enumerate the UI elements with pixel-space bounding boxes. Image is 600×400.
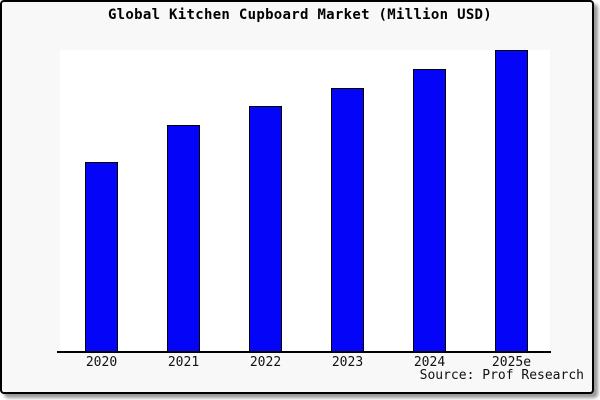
x-tick-label-2020: 2020: [85, 355, 118, 370]
chart-title: Global Kitchen Cupboard Market (Million …: [107, 7, 493, 23]
x-tick-label-2024: 2024: [413, 355, 446, 370]
x-axis-labels: 2020 2021 2022 2023 2024 2025e: [0, 355, 600, 371]
bar-2024: [413, 69, 446, 352]
bar-2025e: [495, 50, 528, 352]
x-tick-label-2021: 2021: [167, 355, 200, 370]
bar-2021: [167, 125, 200, 352]
x-axis-line: [57, 351, 551, 353]
bar-2023: [331, 88, 364, 352]
x-tick-label-2023: 2023: [331, 355, 364, 370]
bar-2022: [249, 106, 282, 352]
plot-area: [60, 50, 550, 352]
source-note: Source: Prof Research: [419, 368, 584, 383]
x-tick-label-2022: 2022: [249, 355, 282, 370]
x-tick-label-2025e: 2025e: [491, 355, 532, 370]
bar-2020: [85, 162, 118, 352]
